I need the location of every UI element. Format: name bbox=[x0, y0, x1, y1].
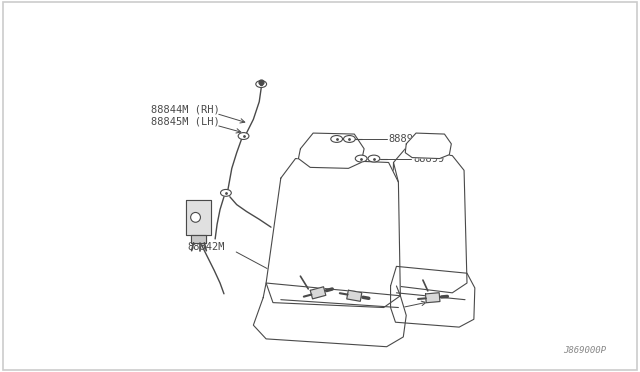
Polygon shape bbox=[310, 287, 326, 299]
Ellipse shape bbox=[191, 212, 200, 222]
Ellipse shape bbox=[331, 135, 342, 142]
Ellipse shape bbox=[355, 155, 367, 162]
Polygon shape bbox=[253, 283, 406, 347]
Polygon shape bbox=[186, 200, 211, 235]
Text: 88842M: 88842M bbox=[188, 242, 225, 252]
Text: 88842MA: 88842MA bbox=[332, 310, 376, 320]
Polygon shape bbox=[426, 293, 440, 303]
Polygon shape bbox=[266, 158, 401, 308]
Text: 88899: 88899 bbox=[388, 134, 420, 144]
Ellipse shape bbox=[344, 135, 355, 142]
Text: 88845M (LH): 88845M (LH) bbox=[152, 116, 220, 126]
Polygon shape bbox=[390, 149, 467, 293]
Polygon shape bbox=[390, 266, 475, 327]
Text: J869000P: J869000P bbox=[563, 346, 606, 355]
Ellipse shape bbox=[368, 155, 380, 162]
Polygon shape bbox=[191, 235, 206, 243]
Polygon shape bbox=[405, 133, 451, 158]
Polygon shape bbox=[347, 290, 362, 301]
Ellipse shape bbox=[238, 132, 249, 140]
Text: 88844M (RH): 88844M (RH) bbox=[152, 105, 220, 115]
Ellipse shape bbox=[221, 189, 231, 196]
Polygon shape bbox=[298, 133, 364, 169]
Text: 88899: 88899 bbox=[413, 154, 444, 164]
